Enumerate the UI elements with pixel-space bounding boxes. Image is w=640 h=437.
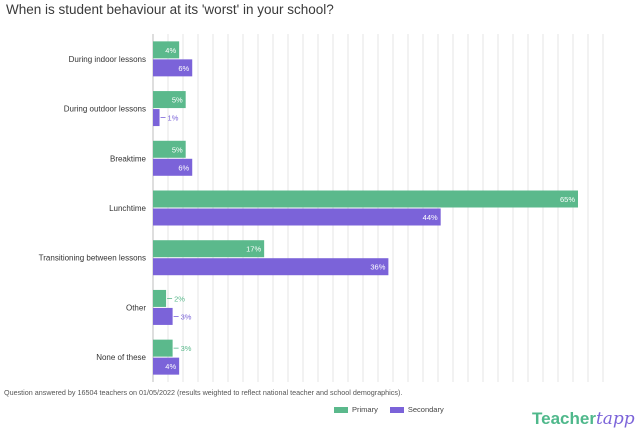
data-label-secondary: 4% [165,362,176,371]
bar-secondary [153,258,389,276]
legend-swatch-secondary [389,406,404,413]
bar-primary [153,140,186,158]
data-label-secondary: 3% [181,312,192,321]
legend-item-secondary: Secondary [389,405,444,414]
category-label: During indoor lessons [69,55,146,64]
bar-secondary [153,109,160,127]
data-label-primary: 3% [181,344,192,353]
footnote: Question answered by 16504 teachers on 0… [4,388,403,397]
bar-secondary [153,158,193,176]
legend-label-primary: Primary [352,405,378,414]
logo-text-tapp: tapp [595,409,635,429]
category-label: During outdoor lessons [64,105,146,114]
category-label: Transitioning between lessons [39,254,146,263]
data-label-secondary: 44% [423,213,438,222]
category-label: Lunchtime [109,204,146,213]
data-label-primary: 4% [165,46,176,55]
category-label: Other [126,303,146,312]
bar-primary [153,91,186,109]
legend-item-primary: Primary [334,405,378,414]
bar-primary [153,240,265,258]
bar-secondary [153,357,180,375]
bar-secondary [153,208,441,226]
bar-secondary [153,59,193,77]
data-label-secondary: 6% [178,163,189,172]
logo-text-teacher: Teacher [532,409,596,428]
teachertapp-logo: Teachertapp [532,409,635,429]
data-label-primary: 5% [172,145,183,154]
chart-title: When is student behaviour at its 'worst'… [6,2,334,17]
data-label-secondary: 1% [168,114,179,123]
bar-secondary [153,307,173,325]
legend: Primary Secondary [334,405,456,414]
category-label: Breaktime [110,154,147,163]
data-label-primary: 5% [172,96,183,105]
data-label-secondary: 6% [178,64,189,73]
legend-label-secondary: Secondary [407,405,444,414]
category-label: None of these [96,353,146,362]
data-label-primary: 2% [174,294,185,303]
data-label-primary: 17% [246,245,261,254]
legend-swatch-primary [334,406,348,413]
data-label-primary: 65% [560,195,575,204]
bar-primary [153,339,173,357]
data-label-secondary: 36% [370,263,385,272]
bar-primary [153,190,578,208]
bar-primary [153,289,167,307]
bar-primary [153,41,180,59]
